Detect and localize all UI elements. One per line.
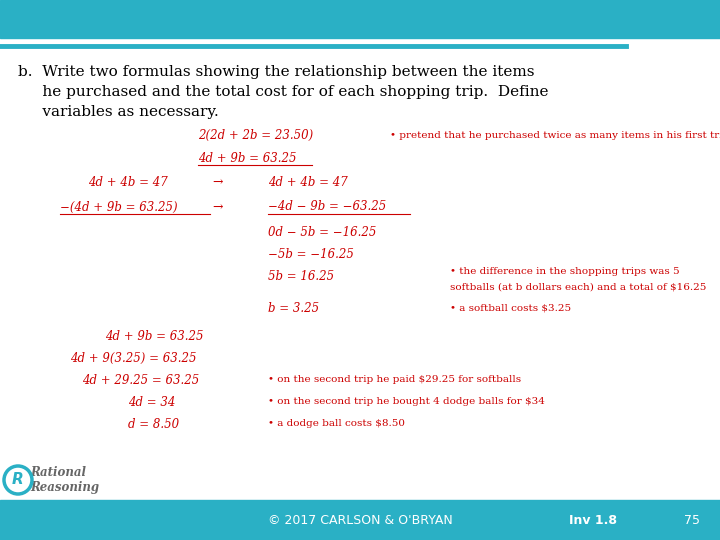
Text: →: → [212, 176, 222, 188]
Text: R: R [12, 472, 24, 488]
Text: 4d + 9b = 63.25: 4d + 9b = 63.25 [105, 329, 204, 342]
Text: • a softball costs $3.25: • a softball costs $3.25 [450, 303, 571, 313]
Text: Inv 1.8: Inv 1.8 [569, 514, 617, 526]
Text: b = 3.25: b = 3.25 [268, 301, 319, 314]
Text: 75: 75 [684, 514, 700, 526]
Text: 4d + 9b = 63.25: 4d + 9b = 63.25 [198, 152, 297, 165]
Text: he purchased and the total cost for of each shopping trip.  Define: he purchased and the total cost for of e… [18, 85, 549, 99]
Text: • the difference in the shopping trips was 5: • the difference in the shopping trips w… [450, 267, 680, 275]
Text: 4d + 9(3.25) = 63.25: 4d + 9(3.25) = 63.25 [70, 352, 197, 365]
Text: softballs (at b dollars each) and a total of $16.25: softballs (at b dollars each) and a tota… [450, 282, 706, 292]
Text: • pretend that he purchased twice as many items in his first trip: • pretend that he purchased twice as man… [390, 131, 720, 139]
Text: variables as necessary.: variables as necessary. [18, 105, 219, 119]
Text: −5b = −16.25: −5b = −16.25 [268, 247, 354, 260]
Text: −(4d + 9b = 63.25): −(4d + 9b = 63.25) [60, 200, 178, 213]
Bar [0, 0, 720, 38]
Text: 4d = 34: 4d = 34 [128, 395, 176, 408]
Text: • on the second trip he paid $29.25 for softballs: • on the second trip he paid $29.25 for … [268, 375, 521, 384]
Text: Rational: Rational [30, 465, 86, 478]
Text: 4d + 4b = 47: 4d + 4b = 47 [88, 176, 168, 188]
Text: Pathways Algebra II: Pathways Algebra II [8, 11, 226, 29]
Text: • on the second trip he bought 4 dodge balls for $34: • on the second trip he bought 4 dodge b… [268, 397, 545, 407]
Text: 4d + 4b = 47: 4d + 4b = 47 [268, 176, 348, 188]
Text: 2(2d + 2b = 23.50): 2(2d + 2b = 23.50) [198, 129, 313, 141]
Bar [0, 500, 720, 540]
Text: 5b = 16.25: 5b = 16.25 [268, 269, 334, 282]
Text: Reasoning: Reasoning [30, 482, 99, 495]
Text: © 2017 CARLSON & O'BRYAN: © 2017 CARLSON & O'BRYAN [268, 514, 452, 526]
Text: • a dodge ball costs $8.50: • a dodge ball costs $8.50 [268, 420, 405, 429]
Text: −4d − 9b = −63.25: −4d − 9b = −63.25 [268, 200, 386, 213]
Text: →: → [212, 200, 222, 213]
Text: 4d + 29.25 = 63.25: 4d + 29.25 = 63.25 [82, 374, 199, 387]
Text: 0d − 5b = −16.25: 0d − 5b = −16.25 [268, 226, 377, 239]
Text: d = 8.50: d = 8.50 [128, 417, 179, 430]
Text: b.  Write two formulas showing the relationship between the items: b. Write two formulas showing the relati… [18, 65, 534, 79]
